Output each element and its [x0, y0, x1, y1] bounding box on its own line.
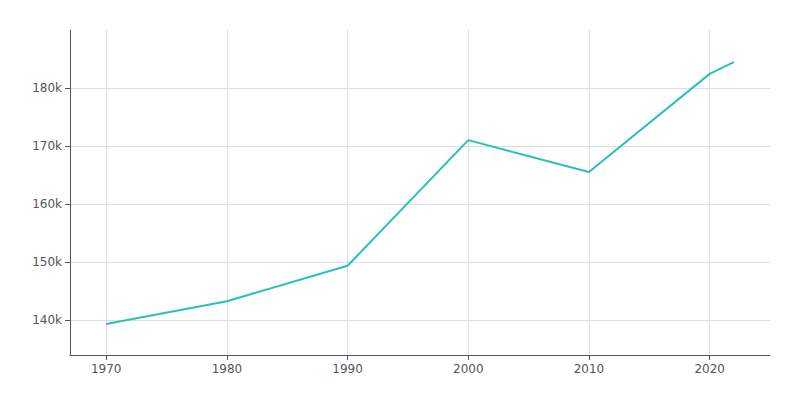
svg-text:150k: 150k	[32, 255, 62, 269]
svg-text:1990: 1990	[332, 362, 363, 376]
svg-text:2010: 2010	[574, 362, 605, 376]
svg-text:180k: 180k	[32, 81, 62, 95]
svg-text:170k: 170k	[32, 139, 62, 153]
svg-text:2020: 2020	[694, 362, 725, 376]
svg-text:140k: 140k	[32, 313, 62, 327]
svg-text:1980: 1980	[212, 362, 243, 376]
svg-text:160k: 160k	[32, 197, 62, 211]
svg-text:1970: 1970	[91, 362, 122, 376]
svg-text:2000: 2000	[453, 362, 484, 376]
